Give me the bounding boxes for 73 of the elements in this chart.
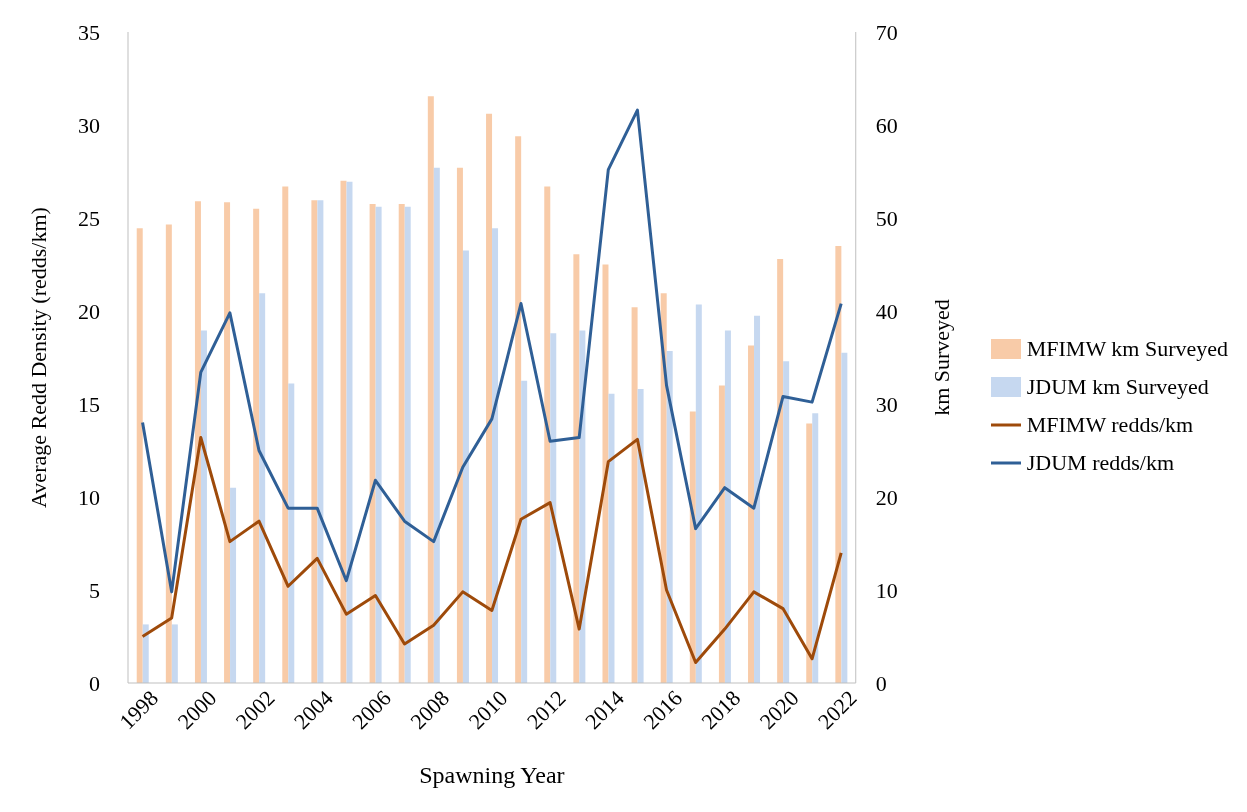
bar [398, 204, 405, 683]
bar [194, 201, 201, 683]
y-tick-label: 15 [78, 391, 100, 417]
bar [171, 624, 178, 683]
bar [724, 330, 731, 683]
bar [748, 345, 755, 683]
y-tick-label: 25 [78, 205, 100, 231]
y2-tick-label: 50 [875, 205, 898, 231]
bar [456, 167, 463, 683]
bar [346, 181, 353, 683]
y-tick-label: 5 [89, 577, 100, 603]
bar [573, 254, 580, 683]
bar [754, 315, 761, 683]
bar [200, 330, 207, 683]
bar [340, 180, 347, 683]
bar [369, 204, 376, 683]
bar [404, 206, 411, 683]
bar [433, 167, 440, 683]
y2-tick-label: 10 [875, 577, 898, 603]
bar [311, 200, 318, 683]
legend-label: MFIMW redds/km [1026, 410, 1194, 439]
bar [777, 258, 784, 683]
y-tick-label: 35 [78, 19, 100, 45]
y-tick-label: 20 [78, 298, 100, 324]
y2-tick-label: 0 [875, 670, 887, 696]
bar [806, 423, 813, 683]
bar [812, 413, 819, 683]
bar [783, 361, 790, 683]
y2-tick-label: 30 [875, 391, 898, 417]
bar [631, 307, 638, 683]
bar [282, 186, 289, 683]
bar [550, 333, 557, 683]
legend-label: JDUM km Surveyed [1026, 372, 1209, 401]
bar [666, 350, 673, 683]
bar [492, 228, 499, 683]
bar [224, 202, 231, 683]
bar [427, 96, 434, 683]
y2-tick-label: 70 [875, 19, 898, 45]
bar [375, 206, 382, 683]
bar [637, 389, 644, 683]
line-series [141, 435, 843, 665]
bar [689, 411, 696, 683]
bar [602, 264, 609, 683]
bar [695, 304, 702, 683]
line-series [141, 108, 843, 594]
legend-label: MFIMW km Surveyed [1026, 334, 1228, 363]
bar [253, 208, 260, 683]
bar [521, 380, 528, 683]
bar [835, 245, 842, 683]
x-axis-title: Spawning Year [419, 762, 565, 788]
legend-label: JDUM redds/km [1026, 448, 1175, 477]
bar [544, 186, 551, 683]
bar [230, 487, 237, 683]
y-axis-title: Average Redd Density (redds/km) [25, 207, 51, 508]
bar [841, 352, 848, 683]
y-tick-label: 10 [78, 484, 100, 510]
bar [136, 228, 143, 683]
bar [608, 393, 615, 683]
bar [486, 113, 493, 683]
bar [515, 136, 522, 683]
bar [142, 624, 149, 683]
bar [462, 250, 469, 683]
y-tick-label: 0 [89, 670, 100, 696]
y-tick-label: 30 [78, 112, 100, 138]
bar [317, 200, 324, 683]
bar [165, 224, 172, 683]
y2-tick-label: 40 [875, 298, 898, 324]
bar [259, 293, 266, 683]
y2-tick-label: 20 [875, 484, 898, 510]
y2-axis-title: km Surveyed [928, 299, 954, 416]
y2-tick-label: 60 [875, 112, 898, 138]
bar [718, 385, 725, 683]
bar [288, 383, 295, 683]
